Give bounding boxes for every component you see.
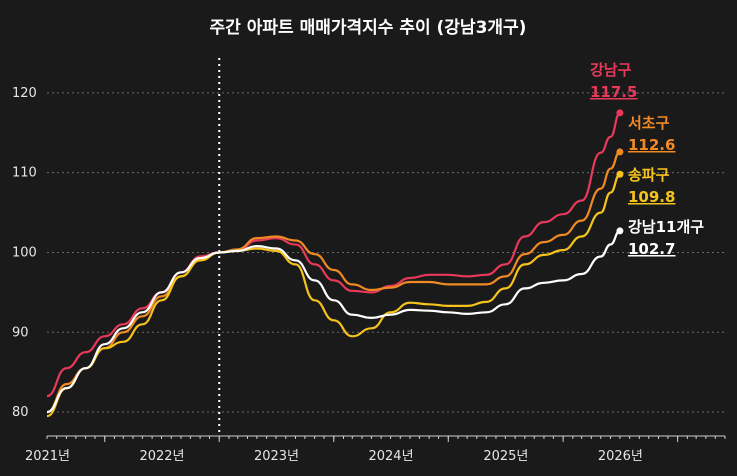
x-tick-label: 2025년 — [483, 449, 528, 464]
y-tick-label: 120 — [12, 86, 37, 101]
x-tick-label: 2024년 — [368, 449, 413, 464]
series-end-dot — [616, 109, 624, 117]
y-tick-label: 100 — [12, 245, 37, 260]
series-label-name: 서초구 — [628, 114, 670, 132]
series-line — [46, 173, 621, 418]
series-label-value: 102.7 — [628, 240, 675, 258]
series-label-value: 117.5 — [590, 83, 637, 101]
chart-title: 주간 아파트 매매가격지수 추이 (강남3개구) — [210, 18, 527, 38]
y-tick-label: 110 — [12, 166, 37, 181]
series-end-dot — [616, 170, 624, 178]
x-tick-label: 2022년 — [139, 449, 184, 464]
series-end-labels: 강남구 117.5 서초구 112.6 송파구 109.8 강남11개구 102.7 — [590, 61, 704, 258]
series-label-value: 112.6 — [628, 136, 675, 154]
x-tick-label: 2021년 — [25, 449, 70, 464]
series-line — [46, 111, 621, 398]
x-tick-label: 2023년 — [254, 449, 299, 464]
gridlines — [47, 92, 725, 413]
x-axis: 2021년 2022년 2023년 2024년 2025년 2026년 — [25, 435, 726, 464]
series-end-dot — [616, 227, 624, 235]
series-line — [46, 229, 621, 414]
series-end-dot — [616, 148, 624, 156]
series-label-name: 송파구 — [628, 166, 670, 184]
series-label-name: 강남11개구 — [628, 218, 704, 236]
y-tick-label: 80 — [12, 405, 29, 420]
series-label-name: 강남구 — [590, 61, 632, 79]
series-label-value: 109.8 — [628, 188, 675, 206]
y-axis-ticks: 80 90 100 110 120 — [12, 86, 37, 420]
x-tick-label: 2026년 — [598, 449, 643, 464]
series-line — [46, 150, 621, 414]
series-lines — [46, 109, 624, 418]
y-tick-label: 90 — [12, 325, 29, 340]
